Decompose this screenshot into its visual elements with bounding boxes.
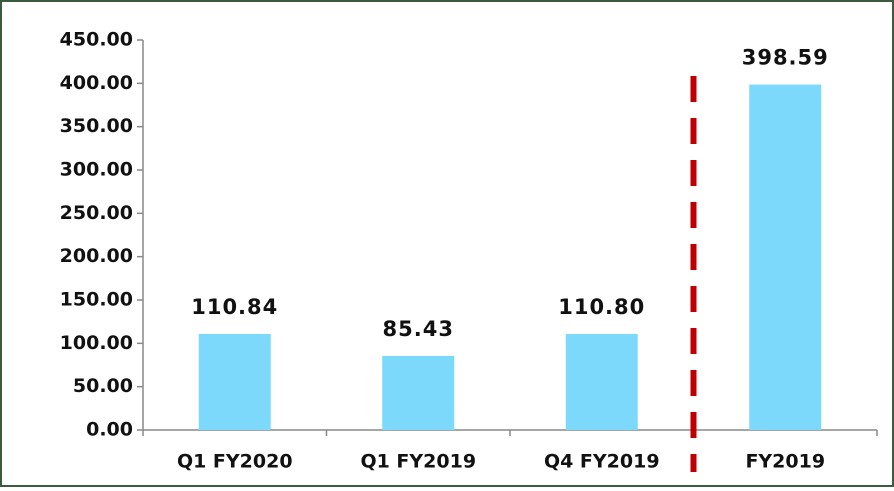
value-label: 398.59 [742, 46, 829, 70]
y-tick-label: 200.00 [60, 245, 133, 267]
bar [749, 84, 822, 431]
bar [565, 333, 638, 430]
y-tick-label: 400.00 [60, 72, 133, 94]
y-tick-label: 250.00 [60, 202, 133, 224]
x-tick-label: Q1 FY2019 [360, 451, 476, 473]
x-tick-label: FY2019 [745, 451, 825, 473]
value-label: 110.84 [191, 295, 278, 319]
y-tick-label: 300.00 [60, 159, 133, 181]
y-tick-label: 0.00 [86, 419, 133, 441]
value-label: 85.43 [383, 317, 454, 341]
x-tick-label: Q4 FY2019 [544, 451, 660, 473]
y-tick-label: 100.00 [60, 332, 133, 354]
y-tick-label: 350.00 [60, 115, 133, 137]
bar [198, 333, 271, 430]
y-tick-label: 150.00 [60, 289, 133, 311]
y-tick-label: 450.00 [60, 29, 133, 51]
x-tick-label: Q1 FY2020 [177, 451, 293, 473]
y-tick-label: 50.00 [73, 375, 133, 397]
value-label: 110.80 [558, 295, 645, 319]
bar [382, 355, 455, 430]
